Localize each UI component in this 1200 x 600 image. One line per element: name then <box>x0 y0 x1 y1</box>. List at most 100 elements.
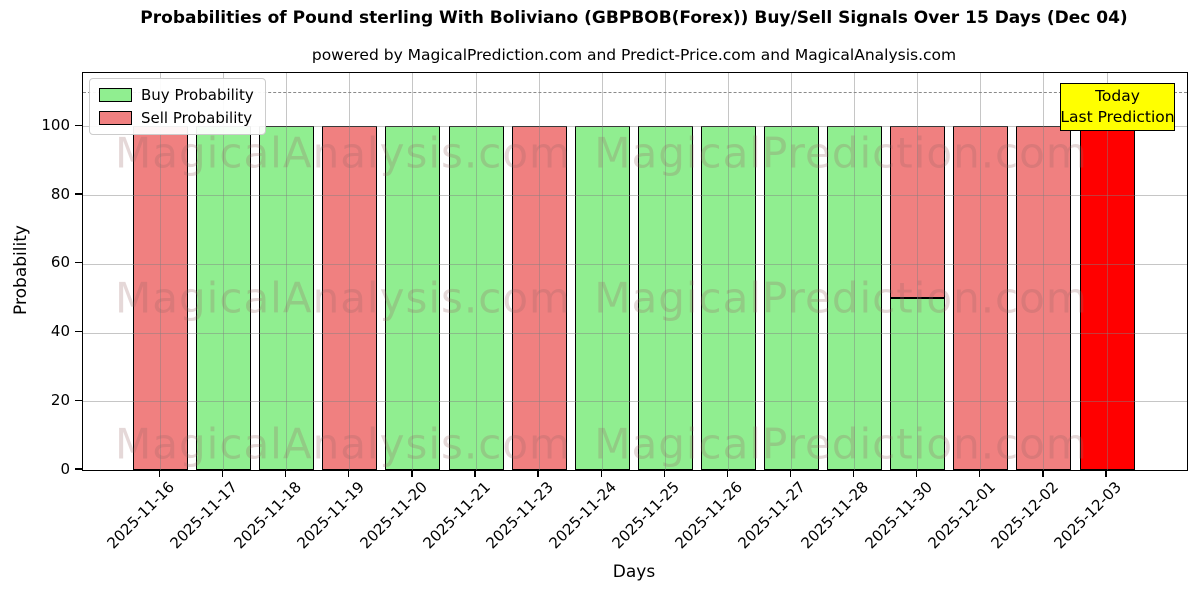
x-tick-mark <box>663 471 665 477</box>
y-tick-label: 60 <box>50 253 70 272</box>
x-tick-label: 2025-12-02 <box>987 478 1062 553</box>
x-tick-mark <box>1105 471 1107 477</box>
x-tick-label: 2025-11-25 <box>608 478 684 553</box>
bar-buy-segment <box>764 126 819 470</box>
x-tick-mark <box>1042 471 1044 477</box>
vertical-gridline <box>1106 73 1108 470</box>
buy-swatch-icon <box>99 88 132 102</box>
bar-buy-segment <box>827 126 883 470</box>
x-tick-mark <box>726 471 729 477</box>
vertical-gridline <box>538 73 540 470</box>
horizontal-gridline <box>83 263 1187 265</box>
x-tick-label: 2025-11-21 <box>419 478 494 553</box>
sell-swatch-icon <box>99 111 132 125</box>
bar-sell-segment <box>322 126 378 470</box>
vertical-gridline <box>917 73 919 470</box>
y-tick-label: 100 <box>41 115 70 134</box>
vertical-gridline <box>475 73 477 470</box>
x-tick-label: 2025-12-03 <box>1050 478 1125 553</box>
x-tick-mark <box>916 471 918 477</box>
x-tick-label: 2025-11-27 <box>734 478 810 553</box>
chart-subtitle: powered by MagicalPrediction.com and Pre… <box>311 46 957 64</box>
y-tick-mark <box>75 262 82 264</box>
horizontal-gridline <box>83 195 1187 196</box>
x-tick-mark <box>348 471 350 477</box>
x-tick-label: 2025-11-26 <box>671 478 747 553</box>
x-tick-label: 2025-11-23 <box>482 478 557 553</box>
y-tick-label: 20 <box>50 390 70 409</box>
bar-buy-segment <box>259 126 315 470</box>
watermark-prediction: MagicalPrediction.com <box>594 128 1088 178</box>
annotation-line-2: Last Prediction <box>1060 108 1175 126</box>
x-tick-label: 2025-11-30 <box>861 478 936 553</box>
bar-buy-segment <box>385 126 441 470</box>
y-tick-mark <box>75 330 82 333</box>
x-tick-label: 2025-11-20 <box>356 478 431 553</box>
plot-area: MagicalAnalysis.com MagicalPrediction.com… <box>82 72 1188 471</box>
legend: Buy Probability Sell Probability <box>89 78 266 135</box>
vertical-gridline <box>727 73 729 470</box>
bar-today <box>1079 126 1135 470</box>
bar-sell-segment <box>133 126 188 470</box>
x-tick-mark <box>158 471 161 477</box>
legend-item-sell: Sell Probability <box>99 109 254 127</box>
bar-sell-segment <box>953 126 1009 470</box>
watermark-prediction: MagicalPrediction.com <box>594 419 1088 469</box>
vertical-gridline <box>286 73 288 470</box>
bar-sell-segment <box>890 126 946 299</box>
y-tick-mark <box>75 468 82 470</box>
y-tick-mark <box>75 193 82 195</box>
horizontal-gridline <box>83 332 1187 334</box>
watermark-analysis: MagicalAnalysis.com <box>115 128 571 178</box>
x-tick-label: 2025-11-18 <box>230 478 305 553</box>
x-tick-mark <box>474 471 476 477</box>
legend-item-buy: Buy Probability <box>99 86 254 104</box>
vertical-gridline <box>601 73 603 470</box>
y-tick-mark <box>75 399 82 401</box>
bar-buy-segment <box>700 126 756 470</box>
annotation-line-1: Today <box>1095 87 1140 105</box>
vertical-gridline <box>223 73 225 470</box>
legend-label-sell: Sell Probability <box>141 109 253 127</box>
bar-sell-segment <box>511 126 567 470</box>
threshold-dashed-line <box>83 91 1187 93</box>
watermark-analysis: MagicalAnalysis.com <box>115 419 571 469</box>
x-tick-label: 2025-11-17 <box>166 478 242 553</box>
x-axis-title: Days <box>612 562 656 582</box>
y-tick-label: 40 <box>50 322 70 340</box>
watermark-prediction: MagicalPrediction.com <box>594 273 1088 323</box>
chart-title: Probabilities of Pound sterling With Bol… <box>140 8 1128 28</box>
vertical-gridline <box>664 73 666 470</box>
y-tick-mark <box>75 124 82 126</box>
bar-buy-segment <box>196 126 252 470</box>
x-tick-mark <box>979 471 981 477</box>
horizontal-gridline <box>83 401 1187 403</box>
x-tick-mark <box>411 471 413 477</box>
y-tick-label: 0 <box>60 459 70 478</box>
x-tick-mark <box>537 471 539 477</box>
x-tick-label: 2025-11-24 <box>545 478 620 553</box>
vertical-gridline <box>980 73 982 470</box>
vertical-gridline <box>854 73 856 470</box>
vertical-gridline <box>160 73 161 470</box>
vertical-gridline <box>1043 73 1045 470</box>
y-tick-label: 80 <box>50 184 70 203</box>
x-tick-mark <box>221 471 224 477</box>
horizontal-gridline <box>83 126 1187 128</box>
bar-buy-segment <box>890 298 946 470</box>
x-tick-mark <box>285 471 287 477</box>
bar-buy-segment <box>574 126 630 470</box>
watermark-analysis: MagicalAnalysis.com <box>115 273 571 323</box>
y-axis-title: Probability <box>11 225 31 315</box>
x-tick-mark <box>852 471 855 477</box>
x-tick-mark <box>600 471 602 477</box>
x-tick-label: 2025-11-28 <box>797 478 873 553</box>
vertical-gridline <box>791 73 792 470</box>
bar-buy-segment <box>637 126 693 470</box>
x-tick-label: 2025-11-16 <box>103 478 179 553</box>
today-annotation-box: Today Last Prediction <box>1060 83 1175 131</box>
x-tick-mark <box>789 471 792 477</box>
bar-buy-segment <box>448 126 504 470</box>
vertical-gridline <box>349 73 351 470</box>
vertical-gridline <box>412 73 414 470</box>
